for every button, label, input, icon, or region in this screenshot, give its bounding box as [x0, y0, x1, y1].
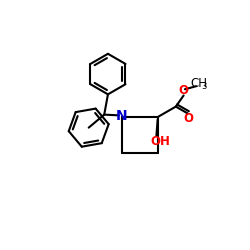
Text: OH: OH [150, 135, 170, 148]
Text: O: O [179, 84, 189, 98]
Text: 3: 3 [202, 82, 207, 91]
Text: CH: CH [190, 77, 207, 90]
Text: O: O [184, 112, 194, 125]
Text: N: N [116, 109, 128, 123]
